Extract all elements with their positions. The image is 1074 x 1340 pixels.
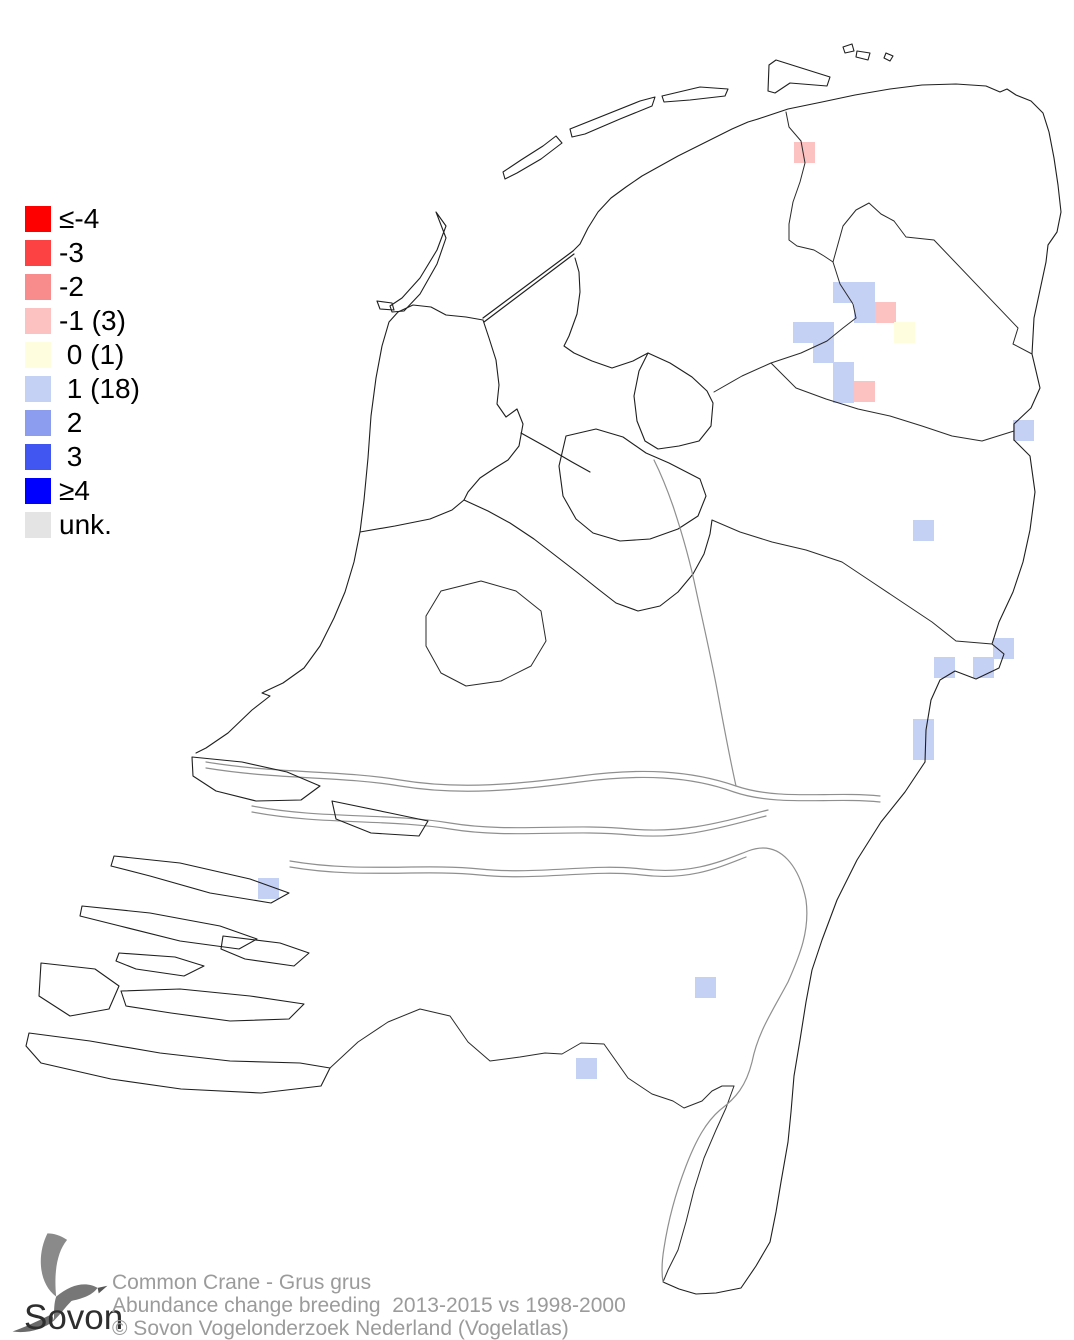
grid-cell	[794, 142, 815, 163]
grid-cell	[1013, 420, 1034, 441]
grid-cell	[854, 381, 875, 402]
legend-swatch	[25, 308, 51, 334]
rivers	[205, 459, 881, 1283]
legend-label: -2	[59, 271, 84, 302]
legend-swatch	[25, 342, 51, 368]
mainland-coastline	[195, 83, 1062, 1295]
copyright-line: © Sovon Vogelonderzoek Nederland (Vogela…	[112, 1317, 569, 1340]
legend-item: 0 (1)	[25, 339, 140, 370]
grid-cell	[833, 382, 854, 403]
delta-islands	[25, 756, 429, 1094]
grid-cell	[875, 302, 896, 323]
wadden-islands	[376, 43, 894, 313]
species-title: Common Crane - Grus grus	[112, 1271, 372, 1294]
grid-cell	[913, 719, 934, 740]
legend-label: ≤-4	[59, 203, 100, 234]
grid-cell	[833, 362, 854, 383]
legend-item: 2	[25, 407, 140, 438]
legend-label: unk.	[59, 509, 112, 540]
grid-squares-layer	[258, 142, 1034, 1079]
legend-label: 2	[59, 407, 83, 438]
legend-label: ≥4	[59, 475, 90, 506]
grid-cell	[793, 322, 814, 343]
legend-item: -2	[25, 271, 140, 302]
map-captions: Common Crane - Grus grus Abundance chang…	[112, 1272, 626, 1340]
legend-swatch	[25, 240, 51, 266]
afsluitdijk-dike	[482, 250, 591, 473]
legend-item: ≤-4	[25, 203, 140, 234]
sovon-logo-text: Sovon	[24, 1298, 124, 1337]
grid-cell	[695, 977, 716, 998]
legend-swatch	[25, 274, 51, 300]
legend-swatch	[25, 206, 51, 232]
legend-swatch	[25, 478, 51, 504]
legend-swatch	[25, 410, 51, 436]
legend-item: -1 (3)	[25, 305, 140, 336]
grid-cell	[913, 520, 934, 541]
grid-cell	[913, 739, 934, 760]
legend-label: -1 (3)	[59, 305, 126, 336]
grid-cell	[934, 657, 955, 678]
grid-cell	[813, 342, 834, 363]
legend-item: ≥4	[25, 475, 140, 506]
legend-item: -3	[25, 237, 140, 268]
polder-outlines	[558, 352, 714, 542]
legend-item: 1 (18)	[25, 373, 140, 404]
legend-label: 3	[59, 441, 83, 472]
legend-label: 1 (18)	[59, 373, 140, 404]
grid-cell	[894, 322, 915, 343]
province-borders	[329, 111, 1033, 1283]
grid-cell	[576, 1058, 597, 1079]
map-subtitle: Abundance change breeding 2013-2015 vs 1…	[112, 1294, 626, 1317]
legend-item: 3	[25, 441, 140, 472]
sovon-logo-bird-icon	[12, 1233, 108, 1333]
legend-label: 0 (1)	[59, 339, 125, 370]
grid-cell	[993, 638, 1014, 659]
grid-cell	[854, 302, 875, 323]
legend-label: -3	[59, 237, 84, 268]
grid-cell	[813, 322, 834, 343]
legend-swatch	[25, 376, 51, 402]
legend-swatch	[25, 512, 51, 538]
legend-item: unk.	[25, 509, 140, 540]
grid-cell	[854, 282, 875, 303]
legend: ≤-4 -3 -2 -1 (3) 0 (1) 1 (18) 2 3 ≥4 unk.	[25, 203, 140, 546]
legend-swatch	[25, 444, 51, 470]
